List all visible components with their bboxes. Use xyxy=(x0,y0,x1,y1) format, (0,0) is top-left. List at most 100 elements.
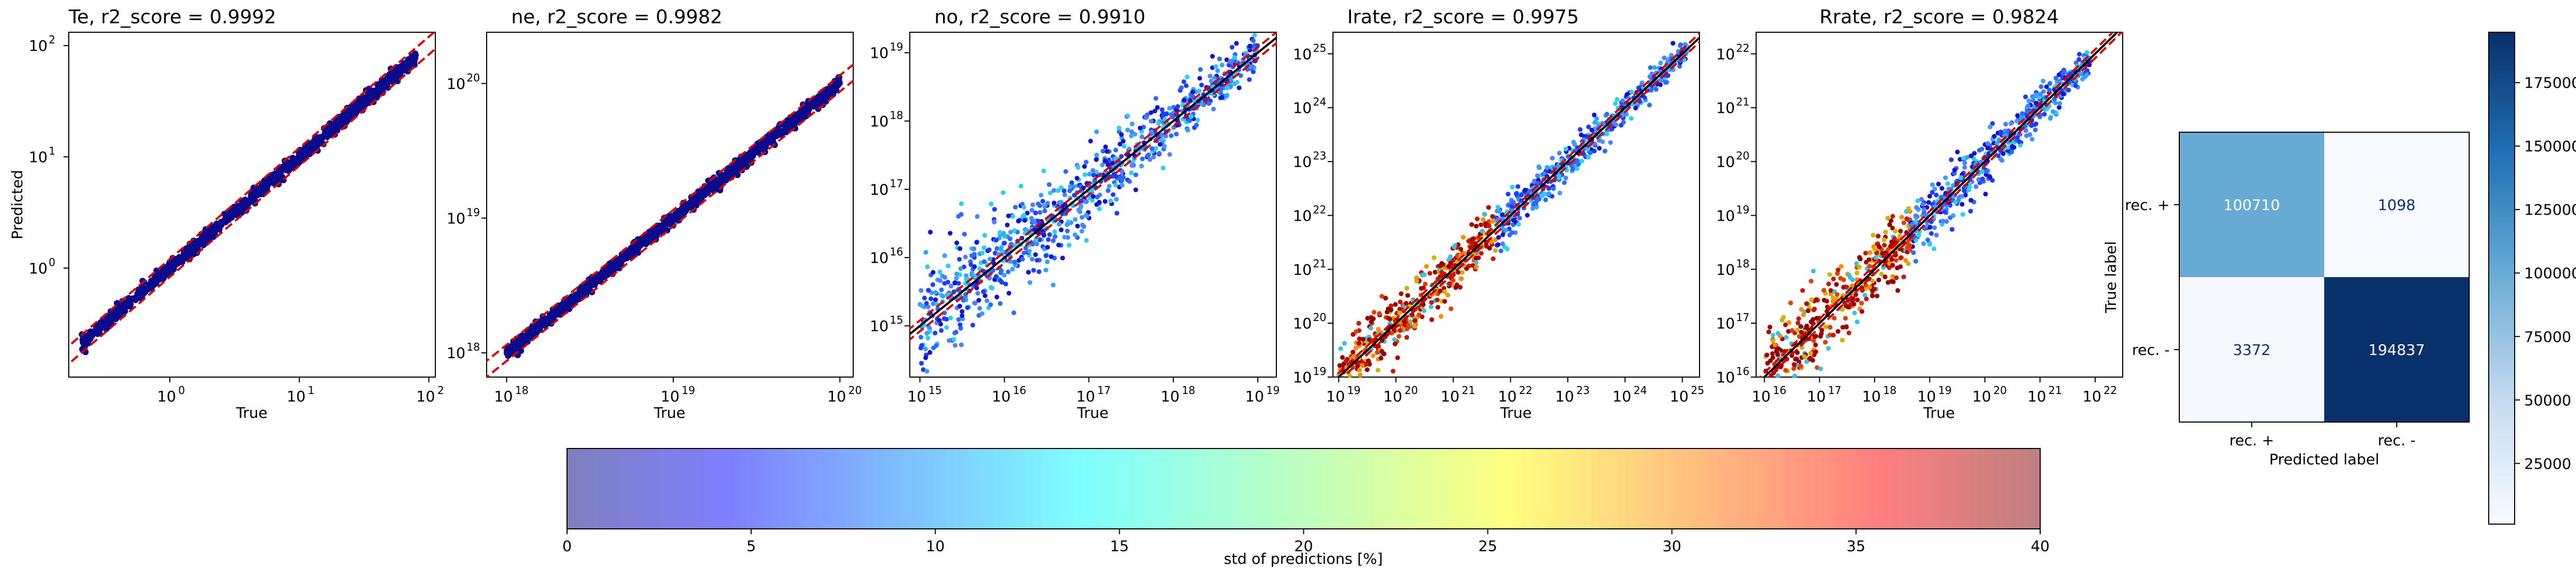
data-point xyxy=(1377,311,1382,316)
data-point xyxy=(988,257,992,262)
data-point xyxy=(1403,301,1409,306)
data-point xyxy=(1080,215,1084,220)
data-point xyxy=(1482,212,1487,217)
y-tick-label: 10 xyxy=(1716,261,1735,278)
y-tick-label: 10 xyxy=(870,249,889,267)
data-point xyxy=(2073,83,2078,88)
y-tick-exponent: 16 xyxy=(1736,365,1749,378)
x-tick-label: 10 xyxy=(1383,388,1402,405)
x-tick-label: 10 xyxy=(1555,388,1574,405)
data-point xyxy=(1469,241,1475,246)
data-point xyxy=(942,281,947,286)
x-tick-label: 10 xyxy=(992,388,1011,405)
data-point xyxy=(1197,76,1202,81)
data-point xyxy=(1447,281,1452,286)
x-tick-label: 10 xyxy=(2082,388,2102,405)
data-point xyxy=(1921,241,1926,246)
data-point xyxy=(1368,319,1374,324)
data-point xyxy=(1919,197,1924,202)
data-point xyxy=(1450,278,1456,283)
data-point xyxy=(1053,234,1058,239)
data-point xyxy=(1503,227,1509,233)
x-ticks: 10 0 10 1 10 2 xyxy=(157,377,444,405)
data-point xyxy=(1004,222,1010,227)
data-point xyxy=(1056,222,1062,227)
y-tick-exponent: 23 xyxy=(1313,150,1326,162)
data-point xyxy=(1490,214,1495,219)
data-point xyxy=(1459,270,1465,275)
y-tick-exponent: 21 xyxy=(1313,257,1326,270)
data-point xyxy=(295,157,302,163)
data-point xyxy=(982,259,987,264)
data-point xyxy=(1813,334,1819,339)
data-point xyxy=(1931,246,1936,251)
data-point xyxy=(1145,112,1150,117)
y-tick-label: 10 xyxy=(1716,207,1735,224)
data-point xyxy=(1435,297,1440,303)
data-point xyxy=(924,331,929,336)
data-point xyxy=(634,242,640,249)
data-point xyxy=(1513,191,1519,196)
data-point xyxy=(1479,228,1485,234)
data-point xyxy=(969,272,974,278)
data-point xyxy=(1168,133,1174,139)
data-point xyxy=(1395,355,1400,360)
data-point xyxy=(1083,213,1089,218)
data-point xyxy=(635,249,642,256)
data-point xyxy=(1022,218,1027,223)
data-point xyxy=(1966,187,1971,193)
data-point xyxy=(125,299,132,306)
data-point xyxy=(1437,263,1442,269)
data-point xyxy=(923,250,928,255)
data-point xyxy=(1397,299,1403,305)
data-point xyxy=(1495,242,1501,247)
data-point xyxy=(1826,346,1831,351)
x-tick-label: 10 xyxy=(1245,388,1264,405)
data-point xyxy=(1890,214,1895,219)
data-point xyxy=(2080,77,2085,81)
data-point xyxy=(1210,54,1215,59)
data-point xyxy=(1133,172,1138,178)
data-point xyxy=(1074,176,1080,181)
std-colorbar-tick-label: 10 xyxy=(926,537,945,555)
data-point xyxy=(1870,278,1875,283)
data-point xyxy=(2026,98,2032,104)
data-point xyxy=(642,240,648,247)
y-tick-label: 10 xyxy=(29,260,48,277)
data-point xyxy=(1831,276,1836,281)
data-point xyxy=(385,84,391,91)
data-point xyxy=(270,177,277,184)
data-point xyxy=(1899,215,1904,220)
data-point xyxy=(1898,228,1903,234)
data-point xyxy=(2057,100,2062,106)
data-point xyxy=(1185,127,1190,133)
x-tick-exponent: 20 xyxy=(1993,384,2006,397)
data-point xyxy=(1811,269,1816,273)
data-point xyxy=(1033,210,1038,216)
data-point xyxy=(601,273,608,280)
data-point xyxy=(1930,190,1935,195)
data-point xyxy=(1987,124,1993,130)
cm-colorbar-tick-label: 25000 xyxy=(2524,455,2571,472)
data-point xyxy=(1872,287,1877,292)
y-tick-exponent: 20 xyxy=(467,71,480,84)
data-point xyxy=(1037,210,1043,215)
data-point xyxy=(769,134,776,141)
data-point xyxy=(1224,94,1229,99)
data-point xyxy=(1515,184,1521,189)
data-point xyxy=(944,325,949,330)
data-point xyxy=(1767,324,1773,329)
y-tick-exponent: 1 xyxy=(49,145,56,158)
y-tick-exponent: 19 xyxy=(467,206,480,218)
data-point xyxy=(1008,236,1013,242)
data-point xyxy=(1451,244,1457,250)
data-point xyxy=(673,210,680,217)
guide-lines xyxy=(69,32,435,365)
data-point xyxy=(2047,81,2052,86)
data-point xyxy=(1921,207,1926,212)
y-tick-label: 10 xyxy=(1293,99,1312,117)
data-point xyxy=(1563,146,1568,152)
data-point xyxy=(989,202,994,207)
data-point xyxy=(330,124,337,131)
